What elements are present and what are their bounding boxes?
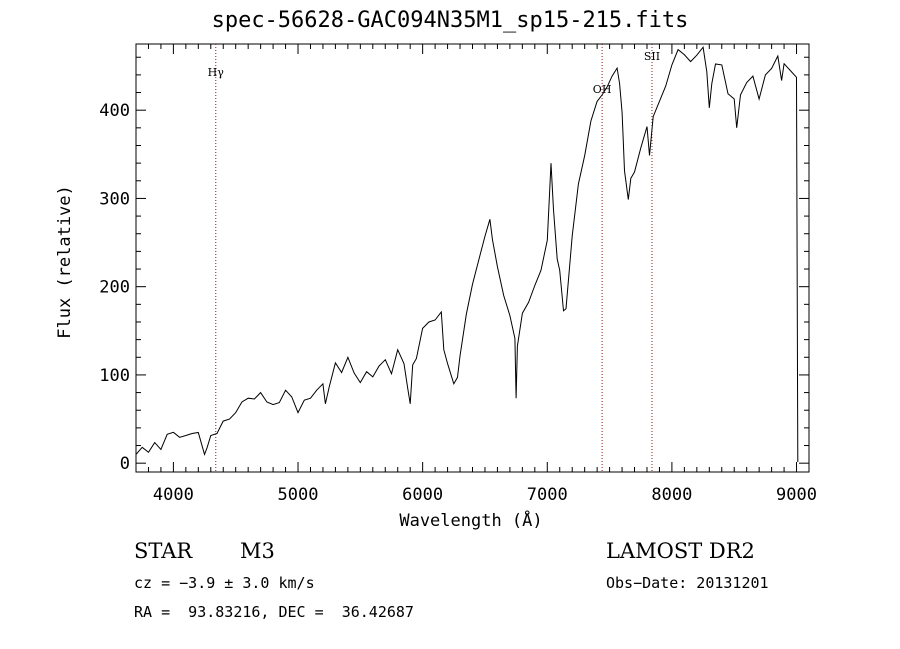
object-class: STAR <box>134 539 193 563</box>
y-tick-label: 300 <box>99 189 130 209</box>
x-tick-label: 4000 <box>153 485 194 505</box>
cz-value: cz = −3.9 ± 3.0 km/s <box>134 574 315 592</box>
x-tick-label: 9000 <box>776 485 817 505</box>
plot-frame <box>135 43 810 473</box>
object-subclass: M3 <box>240 539 275 563</box>
chart-title: spec-56628-GAC094N35M1_sp15-215.fits <box>211 8 689 33</box>
obs-date: Obs−Date: 20131201 <box>606 574 769 592</box>
x-tick-label: 7000 <box>527 485 568 505</box>
spectrum-line <box>135 45 799 463</box>
major-ticks <box>136 44 809 472</box>
survey-name: LAMOST DR2 <box>606 539 755 563</box>
x-tick-label: 5000 <box>278 485 319 505</box>
y-axis-label: Flux (relative) <box>55 185 75 339</box>
y-tick-label: 400 <box>99 101 130 121</box>
tick-labels: 4000 5000 6000 7000 8000 9000 0 100 200 300 400 <box>99 101 817 505</box>
y-tick-label: 200 <box>99 278 130 298</box>
coordinates: RA = 93.83216, DEC = 36.42687 <box>134 603 414 621</box>
spectral-line-label: SII <box>644 50 660 63</box>
line-markers: Hγ OH SII <box>208 44 660 472</box>
minor-ticks <box>136 44 810 472</box>
y-tick-label: 0 <box>120 454 130 474</box>
spectral-line-label: OH <box>593 83 612 96</box>
x-axis-label: Wavelength (Å) <box>399 511 543 531</box>
spectral-line-label: Hγ <box>208 66 225 79</box>
x-tick-label: 8000 <box>651 485 692 505</box>
x-tick-label: 6000 <box>402 485 443 505</box>
y-tick-label: 100 <box>99 366 130 386</box>
